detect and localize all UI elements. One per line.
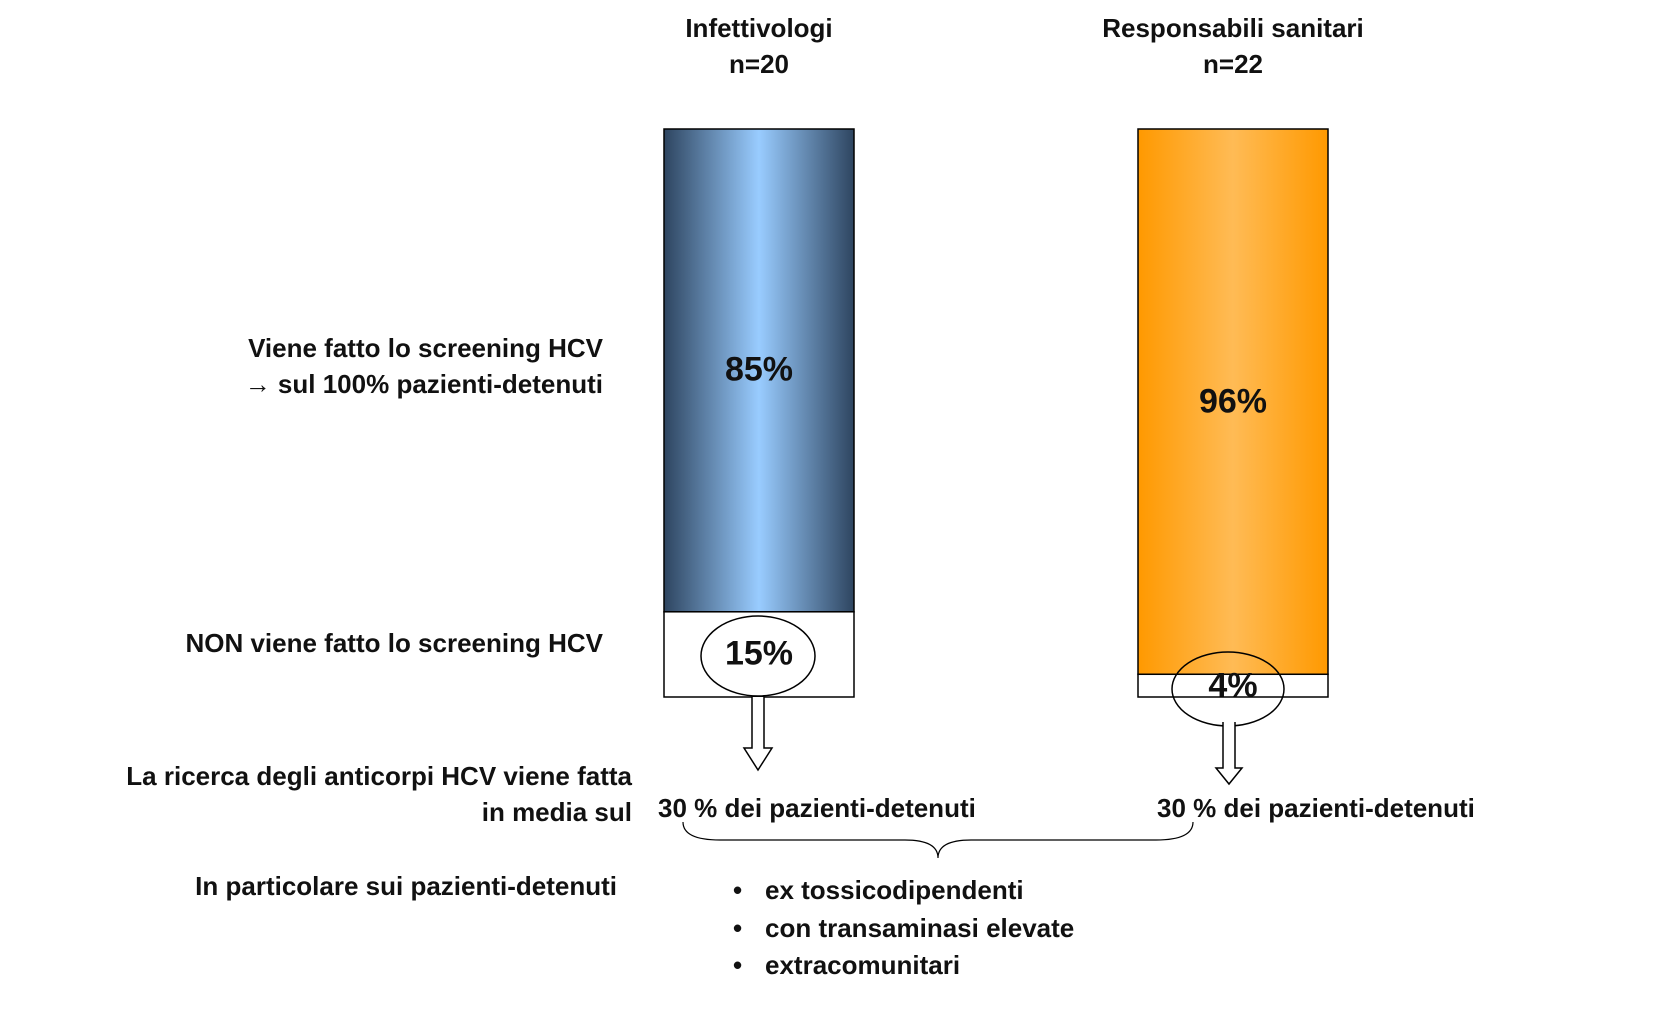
bullet-text: extracomunitari: [765, 950, 961, 980]
bullet: •: [733, 912, 743, 943]
bullet-text: con transaminasi elevate: [765, 912, 1075, 943]
value-label: 85%: [724, 350, 794, 389]
bullet: •: [733, 875, 743, 905]
bullet-text: ex tossicodipendenti: [765, 875, 1024, 905]
bar-segment: [1137, 128, 1329, 676]
value-label: 15%: [724, 634, 794, 673]
brace: [682, 821, 1194, 859]
annotation: 30 % dei pazienti-detenuti: [1157, 793, 1475, 823]
highlight-ellipse: [700, 615, 816, 697]
sample-size: n=22: [1203, 49, 1263, 79]
bar-segment: [663, 611, 855, 698]
category-label: Responsabili sanitari: [1102, 13, 1364, 43]
value-label: 96%: [1198, 382, 1268, 421]
arrow: [1214, 722, 1244, 786]
bullet: •: [733, 950, 743, 980]
arrow: [742, 697, 774, 772]
series-label: Viene fatto lo screening HCV → sul 100% …: [244, 333, 603, 399]
value-label: 4%: [1208, 666, 1258, 705]
sample-size: n=20: [729, 49, 789, 79]
series-label: NON viene fatto lo screening HCV: [185, 628, 603, 658]
bar-segment: [1137, 673, 1329, 698]
annotation: 30 % dei pazienti-detenuti: [658, 793, 976, 823]
annotation: In particolare sui pazienti-detenuti: [195, 871, 617, 901]
annotation: La ricerca degli anticorpi HCV viene fat…: [126, 761, 632, 827]
bar-segment: [663, 128, 855, 613]
category-label: Infettivologi: [685, 13, 833, 43]
